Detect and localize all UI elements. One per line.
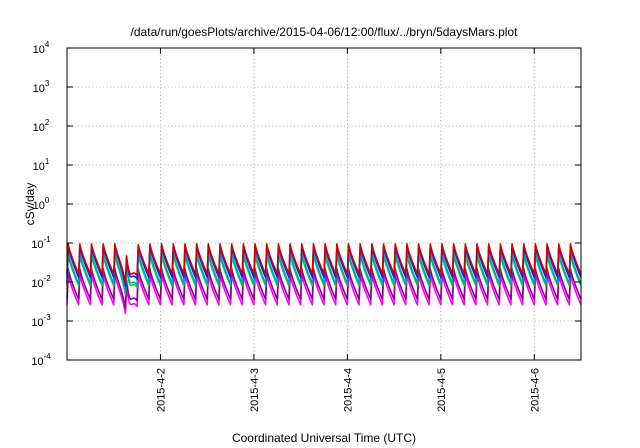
x-tick-label: 2015-4-4 — [342, 368, 354, 412]
series-line — [66, 267, 582, 309]
x-tick-label: 2015-4-2 — [155, 368, 167, 412]
data-series — [66, 243, 582, 315]
y-tick-label: 10-1 — [31, 235, 51, 251]
y-tick-label: 103 — [33, 79, 50, 95]
x-tick-label: 2015-4-3 — [249, 368, 261, 412]
y-tick-label: 104 — [33, 40, 50, 56]
y-tick-label: 10-2 — [31, 274, 51, 290]
axis-ticks: 10-4 10-3 10-2 10-1 100 101 102 103 104 2015-4-2 2… — [31, 40, 581, 412]
y-tick-label: 10-3 — [31, 313, 51, 329]
x-tick-label: 2015-4-6 — [529, 368, 541, 412]
series-line — [66, 243, 582, 284]
x-axis-label: Coordinated Universal Time (UTC) — [232, 431, 416, 445]
series-line — [66, 253, 582, 296]
series-line — [66, 250, 582, 294]
chart-title: /data/run/goesPlots/archive/2015-04-06/1… — [131, 25, 519, 39]
y-tick-label: 100 — [33, 196, 50, 212]
y-axis-label: cSv/day — [23, 183, 37, 226]
y-tick-label: 101 — [33, 157, 50, 173]
grid-lines — [67, 48, 581, 360]
plot-frame — [66, 47, 582, 361]
series-line — [66, 273, 582, 315]
x-tick-label: 2015-4-5 — [436, 368, 448, 412]
y-tick-label: 10-4 — [31, 352, 51, 368]
y-tick-label: 102 — [33, 118, 50, 134]
